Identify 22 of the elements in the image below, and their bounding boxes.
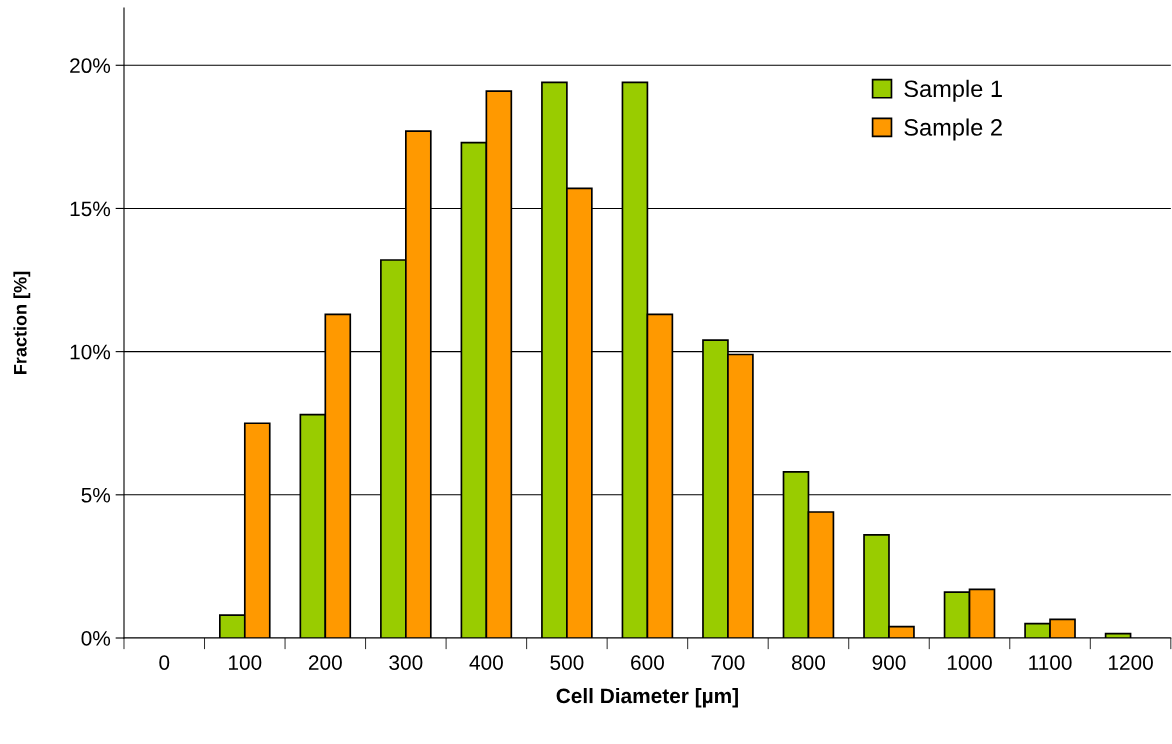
legend-label: Sample 1: [904, 79, 1002, 102]
y-tick-label: 20%: [70, 58, 111, 74]
x-tick-label: 400: [469, 655, 503, 670]
x-tick-label: 200: [308, 655, 342, 670]
y-tick-label: 0%: [81, 631, 111, 646]
x-tick-label: 600: [631, 655, 664, 670]
x-tick-label: 700: [711, 655, 745, 670]
x-tick-label: 300: [389, 655, 423, 670]
y-tick-label: 10%: [70, 344, 111, 360]
x-axis-title: Cell Diameter [µm]: [556, 687, 738, 708]
x-tick-label: 500: [550, 655, 584, 670]
y-tick-label: 5%: [81, 487, 111, 503]
x-tick-label: 100: [229, 655, 262, 670]
y-tick-label: 15%: [70, 201, 111, 217]
x-tick-label: 900: [872, 655, 906, 670]
x-tick-label: 1100: [1029, 655, 1072, 670]
x-tick-label: 0: [159, 655, 170, 670]
x-tick-label: 800: [791, 655, 826, 670]
legend-label: Sample 2: [904, 118, 1002, 141]
y-axis-title: Fraction [%]: [13, 271, 31, 374]
x-tick-label: 1200: [1108, 655, 1153, 670]
x-tick-label: 1000: [947, 655, 992, 670]
